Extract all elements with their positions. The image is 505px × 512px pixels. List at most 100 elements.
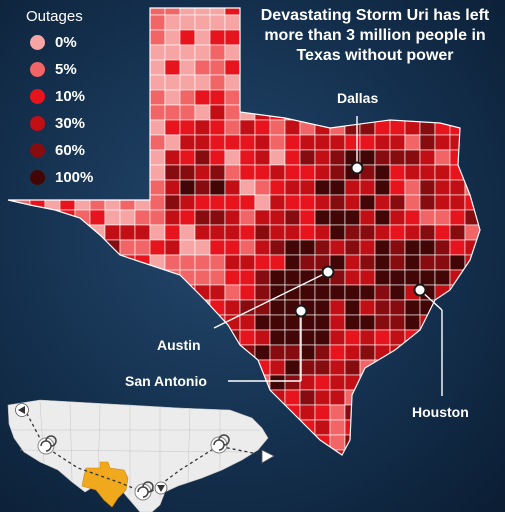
county-cell	[134, 8, 151, 16]
county-cell	[104, 179, 121, 196]
county-cell	[269, 314, 286, 331]
county-cell	[104, 104, 121, 121]
county-cell	[314, 314, 331, 331]
county-cell	[179, 104, 196, 121]
county-cell	[419, 329, 436, 346]
county-cell	[419, 254, 436, 271]
county-cell	[134, 134, 151, 151]
county-cell	[194, 194, 211, 211]
county-cell	[179, 314, 196, 331]
county-cell	[8, 254, 16, 271]
legend-item: 0%	[30, 34, 77, 51]
county-cell	[8, 149, 16, 166]
county-cell	[450, 465, 465, 480]
county-cell	[284, 74, 301, 91]
county-cell	[8, 284, 16, 301]
headline-line-1: Devastating Storm Uri has left	[260, 7, 490, 24]
county-cell	[299, 284, 316, 301]
county-cell	[209, 89, 226, 106]
county-cell	[254, 239, 271, 256]
county-cell	[269, 329, 286, 346]
county-cell	[284, 329, 301, 346]
county-cell	[300, 465, 315, 480]
county-cell	[239, 374, 256, 391]
county-cell	[389, 359, 406, 376]
county-cell	[209, 194, 226, 211]
county-cell	[194, 104, 211, 121]
county-cell	[8, 209, 16, 226]
legend-item: 60%	[30, 142, 85, 159]
county-cell	[74, 224, 91, 241]
county-cell	[149, 179, 166, 196]
county-cell	[374, 104, 391, 121]
county-cell	[359, 434, 376, 451]
county-cell	[479, 209, 480, 226]
county-cell	[479, 314, 480, 331]
county-cell	[8, 434, 16, 451]
county-cell	[14, 89, 31, 106]
county-cell	[104, 194, 121, 211]
county-cell	[119, 284, 136, 301]
county-cell	[434, 269, 451, 286]
county-cell	[0, 465, 15, 480]
county-cell	[479, 254, 480, 271]
county-cell	[374, 269, 391, 286]
county-cell	[119, 209, 136, 226]
county-cell	[179, 14, 196, 31]
county-cell	[8, 29, 16, 46]
county-cell	[404, 164, 421, 181]
county-cell	[74, 314, 91, 331]
county-cell	[74, 44, 91, 61]
county-cell	[44, 254, 61, 271]
county-cell	[480, 465, 495, 480]
county-cell	[14, 344, 31, 361]
county-cell	[404, 89, 421, 106]
county-cell	[209, 374, 226, 391]
county-cell	[15, 465, 30, 480]
county-cell	[134, 269, 151, 286]
county-cell	[464, 89, 480, 106]
county-cell	[179, 164, 196, 181]
county-cell	[434, 164, 451, 181]
county-cell	[14, 269, 31, 286]
county-cell	[179, 239, 196, 256]
county-cell	[164, 59, 181, 76]
county-cell	[74, 239, 91, 256]
county-cell	[464, 74, 480, 91]
county-cell	[44, 194, 61, 211]
county-cell	[314, 104, 331, 121]
city-label-austin: Austin	[157, 337, 201, 353]
county-cell	[209, 389, 226, 406]
city-markers	[294, 161, 427, 318]
county-cell	[14, 209, 31, 226]
county-cell	[254, 224, 271, 241]
county-cell	[299, 149, 316, 166]
county-cell	[29, 224, 46, 241]
county-cell	[314, 89, 331, 106]
county-cell	[314, 419, 331, 436]
county-cell	[29, 344, 46, 361]
county-cell	[314, 134, 331, 151]
county-cell	[314, 449, 331, 455]
county-cell	[164, 164, 181, 181]
county-cell	[59, 194, 76, 211]
legend-label: 30%	[55, 115, 86, 132]
county-cell	[134, 209, 151, 226]
county-cell	[104, 149, 121, 166]
county-cell	[209, 29, 226, 46]
county-cell	[164, 389, 181, 406]
county-cell	[134, 119, 151, 136]
county-cell	[209, 254, 226, 271]
county-cell	[194, 44, 211, 61]
county-cell	[284, 209, 301, 226]
county-cell	[239, 269, 256, 286]
county-cell	[344, 344, 361, 361]
county-cell	[74, 284, 91, 301]
county-cell	[269, 149, 286, 166]
county-cell	[239, 359, 256, 376]
county-cell	[209, 104, 226, 121]
county-cell	[104, 164, 121, 181]
county-cell	[419, 149, 436, 166]
county-cell	[239, 314, 256, 331]
county-cell	[149, 14, 166, 31]
